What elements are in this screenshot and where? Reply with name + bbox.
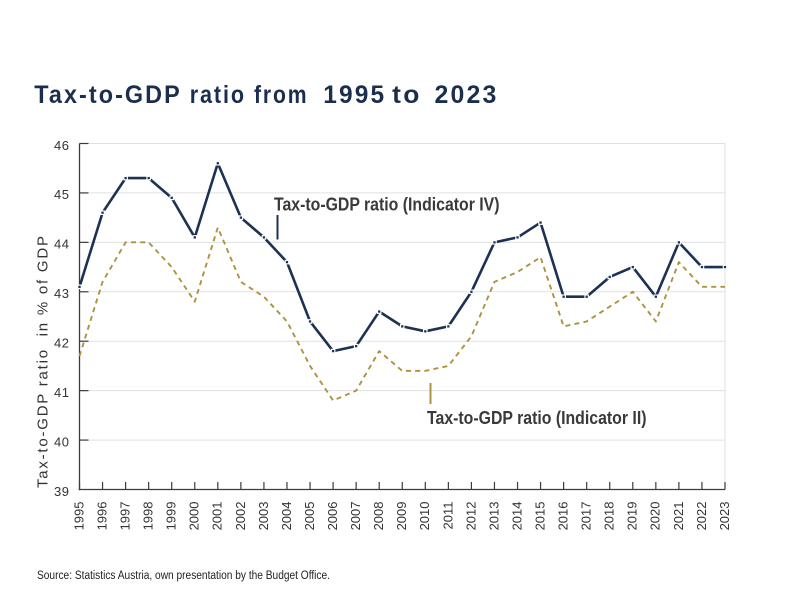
svg-text:2016: 2016 xyxy=(556,502,571,531)
svg-text:Source: Statistics Austria, ow: Source: Statistics Austria, own presenta… xyxy=(37,570,330,582)
svg-text:41: 41 xyxy=(54,385,69,400)
svg-text:2017: 2017 xyxy=(579,502,594,531)
svg-text:2018: 2018 xyxy=(602,502,617,531)
svg-text:2023: 2023 xyxy=(717,502,732,531)
svg-text:1996: 1996 xyxy=(94,502,109,531)
svg-text:2015: 2015 xyxy=(532,502,547,531)
svg-text:2007: 2007 xyxy=(348,502,363,531)
svg-text:2012: 2012 xyxy=(463,502,478,531)
svg-text:2010: 2010 xyxy=(417,502,432,531)
svg-text:2006: 2006 xyxy=(325,502,340,531)
svg-text:2001: 2001 xyxy=(210,502,225,531)
svg-text:Tax-to-GDP ratio (Indicator II: Tax-to-GDP ratio (Indicator II) xyxy=(427,407,647,428)
svg-text:1995: 1995 xyxy=(323,81,386,109)
svg-text:2020: 2020 xyxy=(648,502,663,531)
svg-text:2004: 2004 xyxy=(279,502,294,531)
svg-text:2008: 2008 xyxy=(371,502,386,531)
svg-text:45: 45 xyxy=(54,187,69,202)
svg-text:1998: 1998 xyxy=(141,502,156,531)
svg-text:2022: 2022 xyxy=(694,502,709,531)
svg-text:ratio: ratio xyxy=(190,81,246,109)
svg-text:2014: 2014 xyxy=(509,502,524,531)
svg-text:2009: 2009 xyxy=(394,502,409,531)
svg-text:2003: 2003 xyxy=(256,502,271,531)
svg-text:46: 46 xyxy=(54,138,69,153)
svg-text:2000: 2000 xyxy=(187,502,202,531)
svg-text:2013: 2013 xyxy=(486,502,501,531)
svg-text:39: 39 xyxy=(54,484,69,499)
svg-text:Tax-to-GDP ratio (Indicator IV: Tax-to-GDP ratio (Indicator IV) xyxy=(274,193,500,214)
svg-text:1997: 1997 xyxy=(118,502,133,531)
svg-text:44: 44 xyxy=(54,237,69,252)
svg-text:1999: 1999 xyxy=(164,502,179,531)
svg-text:42: 42 xyxy=(54,336,69,351)
svg-text:Tax-to-GDP: Tax-to-GDP xyxy=(34,81,182,109)
svg-text:43: 43 xyxy=(54,286,69,301)
svg-text:2021: 2021 xyxy=(671,502,686,531)
svg-text:2019: 2019 xyxy=(625,502,640,531)
svg-text:40: 40 xyxy=(54,434,69,449)
svg-text:2005: 2005 xyxy=(302,502,317,531)
svg-text:1995: 1995 xyxy=(71,502,86,531)
svg-text:2002: 2002 xyxy=(233,502,248,531)
svg-text:2011: 2011 xyxy=(440,502,455,530)
svg-text:Tax-to-GDP ratio in % of GDP: Tax-to-GDP ratio in % of GDP xyxy=(34,236,51,488)
svg-text:2023: 2023 xyxy=(435,81,499,109)
svg-text:to: to xyxy=(392,81,422,109)
svg-text:from: from xyxy=(254,81,309,109)
